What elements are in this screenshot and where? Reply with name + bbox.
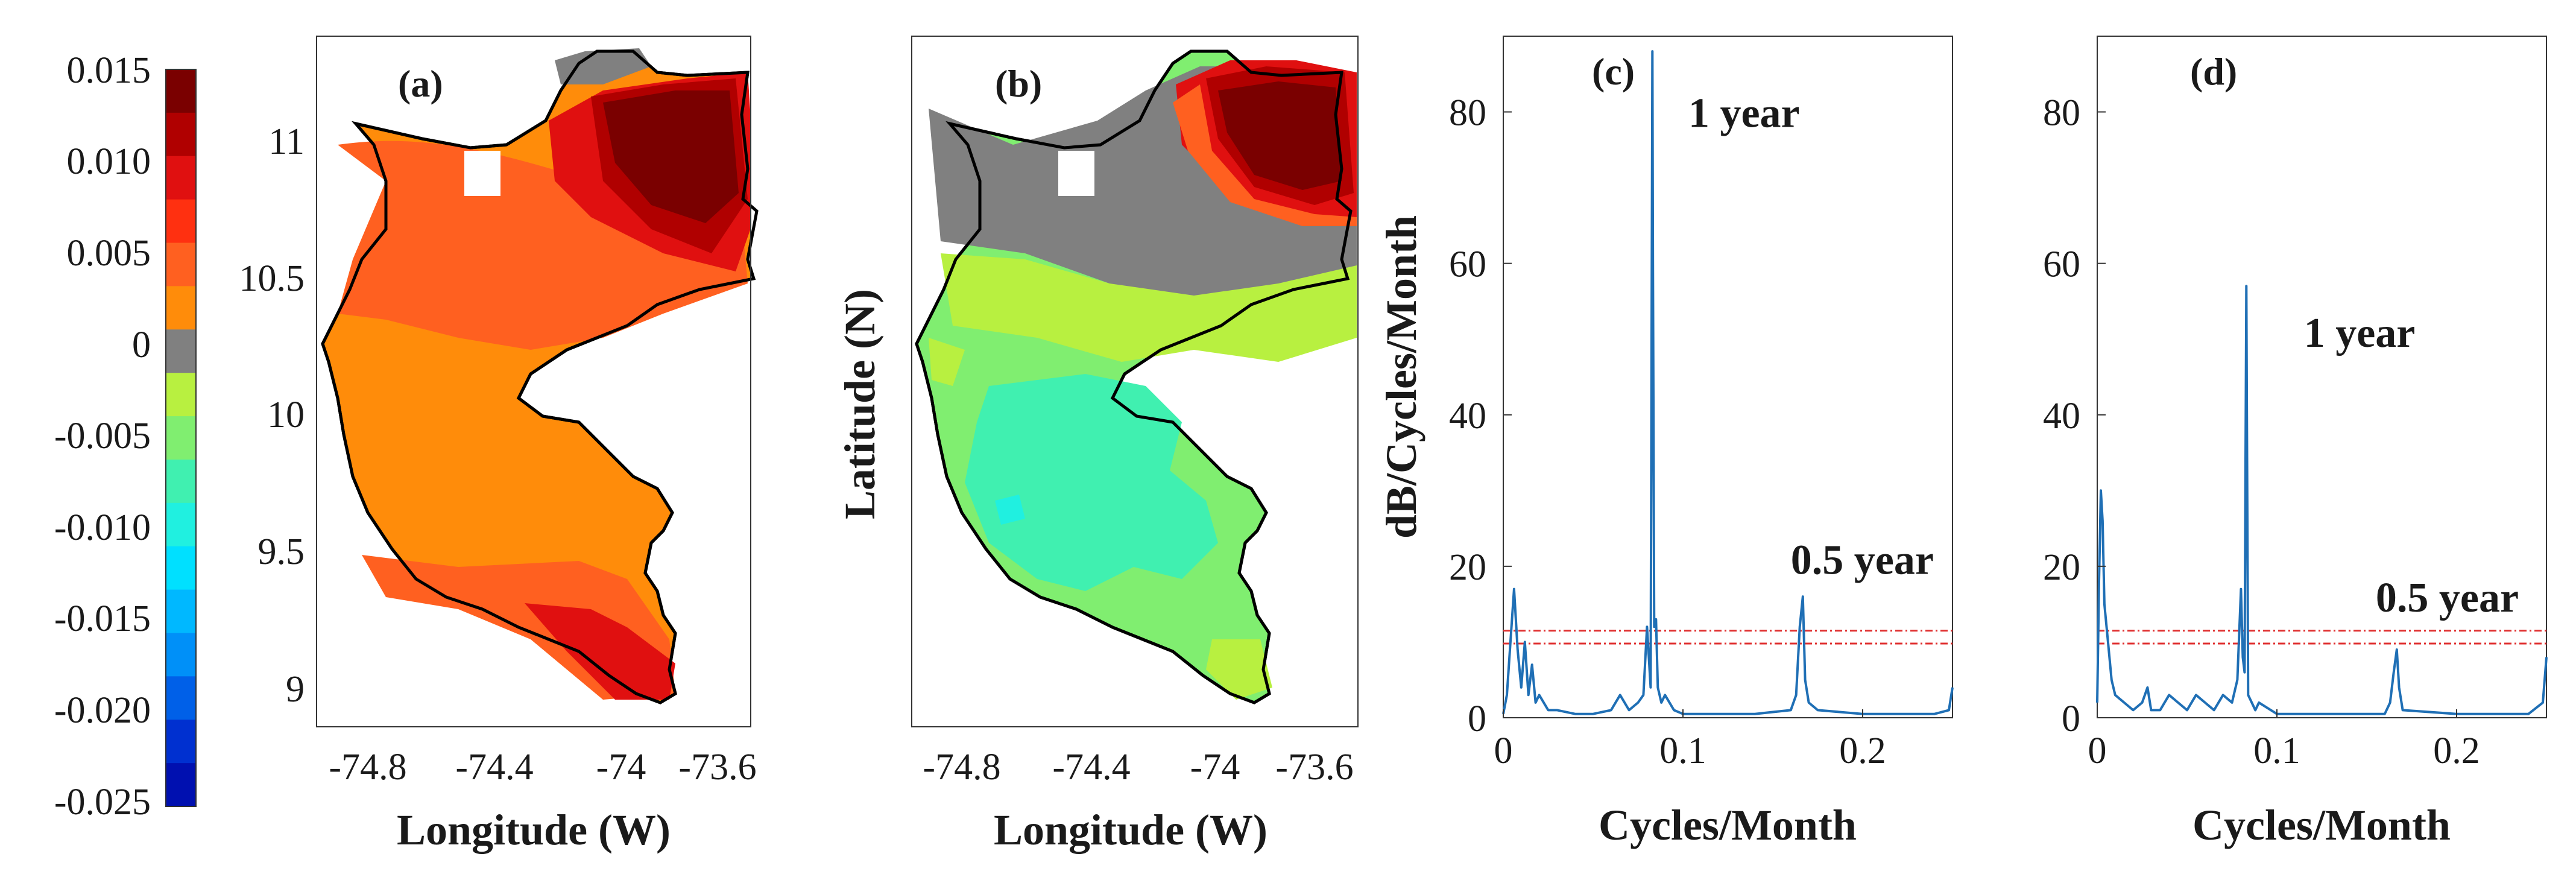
plot-axes-frame xyxy=(2097,36,2547,718)
x-tick-label: -73.6 xyxy=(678,747,756,788)
colorbar-swatch xyxy=(166,416,196,460)
y-tick-label: 0 xyxy=(1468,698,1486,739)
x-tick-label: -74.4 xyxy=(455,747,533,788)
map-zone-lime xyxy=(929,338,965,386)
colorbar-swatch xyxy=(166,69,196,113)
y-tick-label: 40 xyxy=(2043,396,2080,437)
colorbar-tick: -0.010 xyxy=(54,507,151,548)
map-zone-missing xyxy=(1058,151,1094,196)
x-tick-label: 0 xyxy=(2088,730,2107,771)
x-axis-title: Cycles/Month xyxy=(1599,801,1857,849)
map-zone-darkest-red xyxy=(1218,81,1342,190)
colorbar-tick: 0.015 xyxy=(67,50,151,91)
panel-label: (a) xyxy=(398,62,443,105)
colorbar-swatch xyxy=(166,676,196,720)
peak-annotation: 1 year xyxy=(1688,90,1800,137)
map-panel-b: (b) Latitude (N) -74.8 -74.4 -74 -73.6 L… xyxy=(836,36,1359,854)
spectrum-line xyxy=(1502,50,1954,715)
colorbar-tick: 0.005 xyxy=(67,233,151,274)
y-axis-title: dB/Cycles/Month xyxy=(1377,215,1425,539)
x-tick-label: -74.8 xyxy=(923,747,1000,788)
axis-ticks: 0 0.1 0.2 0 20 40 60 80 xyxy=(1449,93,1886,771)
map-zone-cyan-green xyxy=(965,374,1218,591)
colorbar-swatch xyxy=(166,242,196,286)
y-tick-label: 10 xyxy=(267,394,305,435)
y-tick-label: 60 xyxy=(2043,244,2080,285)
colorbar-tick: -0.005 xyxy=(54,416,151,457)
x-tick-label: -74.4 xyxy=(1052,747,1130,788)
map-outline xyxy=(321,49,759,704)
panel-label: (d) xyxy=(2190,50,2237,93)
colorbar-tick: -0.025 xyxy=(54,782,151,823)
colorbar-swatch xyxy=(166,459,196,504)
y-axis-title: Latitude (N) xyxy=(836,289,884,519)
y-tick-label: 40 xyxy=(1449,396,1486,437)
axis-ticks: 0 0.1 0.2 0 20 40 60 80 xyxy=(2043,93,2480,771)
colorbar-swatch xyxy=(166,720,196,764)
map-axes-frame xyxy=(316,36,751,727)
map-zone-neutral xyxy=(555,48,651,84)
peak-annotation: 0.5 year xyxy=(2376,575,2519,621)
y-tick-label: 20 xyxy=(2043,547,2080,588)
x-tick-label: 0.2 xyxy=(1839,730,1886,771)
x-tick-label: 0.1 xyxy=(2253,730,2300,771)
map-zone-missing xyxy=(464,151,500,196)
y-tick-label: 10.5 xyxy=(239,258,305,299)
y-tick-label: 9.5 xyxy=(258,531,305,572)
y-tick-label: 80 xyxy=(1449,93,1486,134)
x-tick-label: 0 xyxy=(1494,730,1513,771)
map-panel-a: (a) 11 10.5 10 9.5 9 -74.8 -74.4 -74 -73… xyxy=(239,36,759,854)
colorbar-swatch xyxy=(166,199,196,244)
y-tick-label: 0 xyxy=(2062,698,2080,739)
colorbar-swatch xyxy=(166,633,196,677)
spectrum-panel-d: 0 0.1 0.2 0 20 40 60 80 (d) 1 year 0.5 year Cyc… xyxy=(2043,36,2548,849)
map-outline xyxy=(915,49,1353,704)
x-axis-title: Longitude (W) xyxy=(994,806,1267,854)
map-zone-lime xyxy=(1206,639,1272,700)
plot-axes-frame xyxy=(1503,36,1953,718)
spectrum-panel-c: 0 0.1 0.2 0 20 40 60 80 (c) 1 year 0.5 year dB/… xyxy=(1377,36,1954,849)
map-zone-darkest-red xyxy=(603,90,739,223)
colorbar-swatch xyxy=(166,329,196,373)
colorbar-swatch xyxy=(166,156,196,200)
map-axes-frame xyxy=(911,36,1359,727)
map-zone-red-orange xyxy=(1173,84,1357,226)
y-tick-label: 20 xyxy=(1449,547,1486,588)
x-tick-label: 0.2 xyxy=(2433,730,2480,771)
colorbar-swatches xyxy=(166,69,196,807)
x-tick-label: -74.8 xyxy=(329,747,406,788)
panel-label: (c) xyxy=(1592,50,1635,93)
y-tick-label: 60 xyxy=(1449,244,1486,285)
x-tick-label: -74 xyxy=(1190,747,1240,788)
colorbar-tick: -0.015 xyxy=(54,598,151,639)
map-zone-cyan xyxy=(995,495,1025,525)
colorbar-tick: 0 xyxy=(132,324,151,366)
y-tick-label: 80 xyxy=(2043,93,2080,134)
colorbar-frame xyxy=(165,69,197,807)
map-zone-lime xyxy=(941,253,1357,362)
colorbar-swatch xyxy=(166,546,196,590)
colorbar-tick: -0.020 xyxy=(54,690,151,731)
x-tick-label: 0.1 xyxy=(1659,730,1706,771)
x-tick-label: -74 xyxy=(596,747,646,788)
panel-label: (b) xyxy=(995,62,1042,105)
x-tick-label: -73.6 xyxy=(1275,747,1353,788)
colorbar-swatch xyxy=(166,589,196,633)
peak-annotation: 0.5 year xyxy=(1791,537,1934,583)
colorbar-swatch xyxy=(166,373,196,417)
peak-annotation: 1 year xyxy=(2304,310,2416,356)
y-tick-label: 11 xyxy=(268,121,305,162)
y-tick-label: 9 xyxy=(286,669,305,710)
spectrum-line xyxy=(2096,285,2548,715)
colorbar-tick: 0.010 xyxy=(67,141,151,182)
colorbar-swatch xyxy=(166,286,196,330)
colorbar-swatch xyxy=(166,763,196,807)
map-zone-red xyxy=(525,603,675,700)
colorbar: 0.015 0.010 0.005 0 -0.005 -0.010 -0.015… xyxy=(54,50,197,823)
x-axis-title: Cycles/Month xyxy=(2192,801,2451,849)
x-axis-title: Longitude (W) xyxy=(397,806,671,854)
colorbar-swatch xyxy=(166,112,196,157)
colorbar-swatch xyxy=(166,502,196,547)
